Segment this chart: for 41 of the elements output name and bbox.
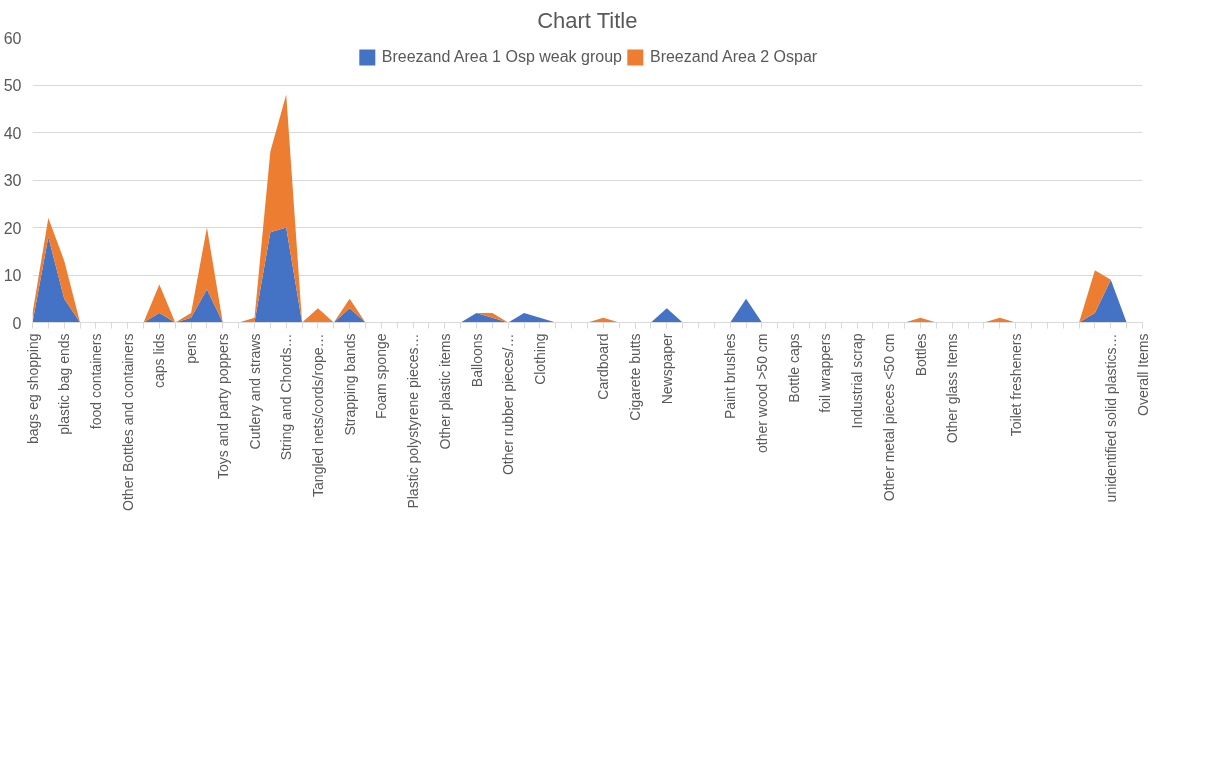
x-tick-label: plastic bag ends — [56, 333, 73, 435]
x-tick-label: Bottles — [912, 333, 929, 377]
x-tick-label: Cardboard — [595, 333, 612, 400]
x-tick-label: Strapping bands — [341, 333, 358, 436]
x-tick-label: Newspaper — [658, 333, 675, 405]
chart-title: Chart Title — [537, 7, 638, 33]
x-tick-label: Plastic polystyrene pieces… — [405, 333, 422, 509]
y-tick-label: 10 — [3, 267, 22, 284]
x-tick-label: Clothing — [531, 333, 548, 385]
x-tick-label: Bottle caps — [785, 333, 802, 403]
x-tick-label: Balloons — [468, 333, 485, 388]
x-tick-label: other wood >50 cm — [753, 333, 770, 453]
y-tick-label: 30 — [3, 172, 22, 189]
x-tick-label: unidentified solid plastics… — [1102, 333, 1119, 503]
x-tick-label: Overall Items — [1134, 333, 1151, 416]
x-tick-label: Paint brushes — [722, 333, 739, 420]
x-tick-label: Other glass Items — [944, 333, 961, 444]
x-tick-label: Industrial scrap — [849, 333, 866, 429]
y-tick-label: 20 — [3, 219, 22, 237]
x-tick-label: pens — [183, 333, 200, 364]
x-tick-label: Toys and party poppers — [214, 333, 231, 480]
x-tick-label: Other rubber pieces/… — [500, 333, 517, 476]
x-tick-label: foil wrappers — [817, 333, 834, 413]
y-tick-label: 40 — [3, 124, 22, 142]
y-tick-label: 0 — [12, 314, 22, 332]
legend-label: Breezand Area 2 Ospar — [649, 48, 818, 66]
x-tick-label: bags eg shopping — [24, 333, 41, 445]
y-tick-label: 60 — [3, 29, 22, 47]
x-tick-label: caps lids — [151, 333, 168, 388]
x-tick-label: String and Chords… — [278, 333, 295, 461]
y-tick-label: 50 — [3, 77, 22, 94]
x-tick-label: Cigarete butts — [627, 333, 644, 421]
x-tick-label: Toilet fresheners — [1007, 333, 1024, 437]
x-tick-label: food containers — [87, 333, 104, 430]
x-tick-label: Other metal pieces <50 cm — [880, 333, 897, 502]
x-tick-label: Other plastic items — [436, 333, 453, 450]
x-tick-label: Tangled nets/cords/rope… — [309, 333, 326, 497]
x-tick-label: Foam sponge — [373, 333, 390, 420]
legend-label: Breezand Area 1 Osp weak group — [381, 48, 622, 66]
x-tick-label: Other Bottles and containers — [119, 333, 136, 511]
x-tick-label: Cutlery and straws — [246, 333, 263, 450]
